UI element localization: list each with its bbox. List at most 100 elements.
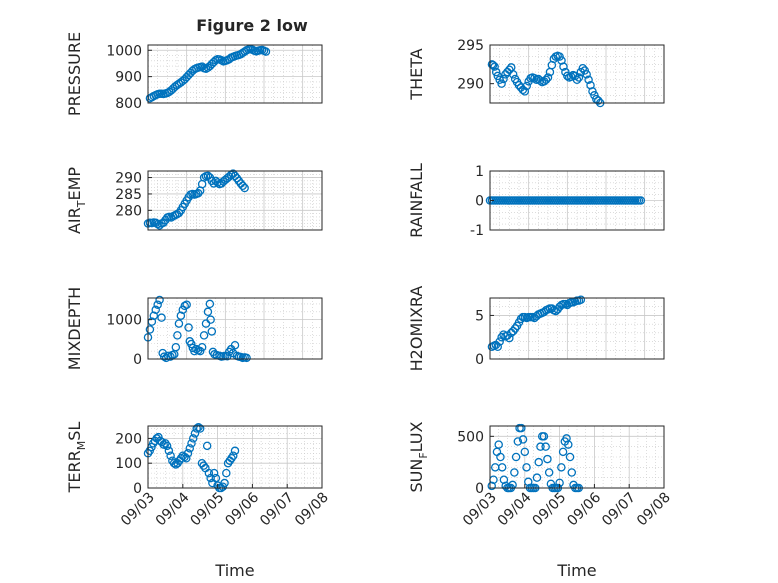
y-tick-label: 900 <box>115 70 142 86</box>
data-point <box>176 311 186 320</box>
data-point <box>220 478 229 488</box>
data-point <box>518 435 528 444</box>
data-point <box>180 301 189 311</box>
y-tick-label: 800 <box>115 96 142 112</box>
data-point <box>565 452 575 462</box>
y-axis-label-main: SUN <box>407 459 426 493</box>
data-point <box>499 74 508 84</box>
y-axis-label-main: TERR <box>65 450 84 493</box>
y-tick-label: 290 <box>115 171 142 187</box>
data-point <box>541 75 551 85</box>
y-tick-label: -1 <box>470 223 484 239</box>
data-point <box>153 219 162 229</box>
y-axis-label: PRESSURE <box>65 32 84 116</box>
y-tick-label: 0 <box>475 481 484 497</box>
y-tick-label: 0 <box>475 194 484 210</box>
data-point <box>195 346 205 356</box>
data-point <box>185 444 195 453</box>
data-point <box>222 468 231 478</box>
data-point <box>209 468 219 478</box>
data-point <box>149 311 159 320</box>
data-point <box>534 457 543 467</box>
data-point <box>145 325 155 334</box>
data-point <box>229 451 238 461</box>
axes-frame <box>489 44 665 104</box>
data-point <box>543 73 553 82</box>
data-point <box>493 342 502 352</box>
data-point <box>187 339 196 349</box>
y-tick-label: 500 <box>457 429 484 445</box>
data-point <box>497 79 506 88</box>
y-axis-label: H2OMIXRA <box>407 286 426 372</box>
data-point <box>511 452 521 462</box>
y-tick-label: 1000 <box>106 43 142 59</box>
data-point <box>192 424 201 433</box>
y-tick-label: 280 <box>115 203 142 219</box>
y-axis-label-rest: EMP <box>65 167 84 201</box>
y-tick-label: 100 <box>115 456 142 472</box>
data-point <box>188 434 198 443</box>
data-point <box>508 70 518 79</box>
y-axis-label: SUNFLUX <box>407 421 430 492</box>
y-axis-label-subscript: T <box>75 200 88 208</box>
data-point <box>162 441 172 451</box>
data-point <box>159 352 169 361</box>
data-point <box>240 183 249 193</box>
data-point <box>578 63 588 73</box>
y-axis-label-subscript: F <box>417 452 430 458</box>
subplot-rainfall: -1 0 1 RAINFALL <box>407 163 665 239</box>
data-point <box>157 313 166 322</box>
data-point <box>182 453 191 463</box>
data-point <box>536 442 545 451</box>
data-point <box>194 422 203 432</box>
y-tick-label: 290 <box>457 77 484 93</box>
data-point <box>636 196 646 205</box>
data-point <box>520 87 530 96</box>
data-point <box>541 442 550 451</box>
data-point <box>567 468 577 477</box>
figure-title: Figure 2 low <box>196 16 308 35</box>
axes-frame <box>147 425 323 489</box>
data-point <box>261 47 271 56</box>
data-point <box>497 463 507 472</box>
data-point <box>513 437 523 446</box>
data-point <box>491 67 501 77</box>
data-point <box>495 337 504 346</box>
data-point <box>510 468 519 477</box>
data-point <box>564 440 573 449</box>
data-point <box>572 75 582 85</box>
y-axis-label: RAINFALL <box>407 163 426 238</box>
axes-frame <box>147 170 323 231</box>
data-point <box>490 62 499 71</box>
data-point <box>242 353 251 363</box>
y-tick-label: 1000 <box>106 313 142 329</box>
data-point <box>206 315 215 324</box>
data-point <box>187 439 196 448</box>
y-tick-label: 0 <box>133 352 142 368</box>
x-axis-label: Time <box>214 561 254 580</box>
data-point <box>205 299 215 309</box>
data-point <box>161 439 170 448</box>
data-point <box>574 73 584 82</box>
data-point <box>230 446 240 456</box>
data-point <box>166 451 175 461</box>
data-point <box>174 319 184 328</box>
data-point <box>576 295 586 304</box>
axes-frame <box>489 297 665 360</box>
data-point <box>532 473 542 482</box>
data-point <box>543 454 552 464</box>
data-point <box>213 178 222 187</box>
data-point <box>536 76 545 85</box>
data-point <box>195 424 205 433</box>
y-axis-label: THETA <box>407 48 426 100</box>
data-point <box>522 463 531 472</box>
data-point <box>182 300 191 309</box>
data-point <box>171 342 181 352</box>
subplot-pressure: 800 900 1000 PRESSURE <box>65 32 323 116</box>
axes-frame <box>147 44 323 104</box>
data-point <box>190 429 200 438</box>
y-axis-label-rest: SL <box>65 422 84 441</box>
